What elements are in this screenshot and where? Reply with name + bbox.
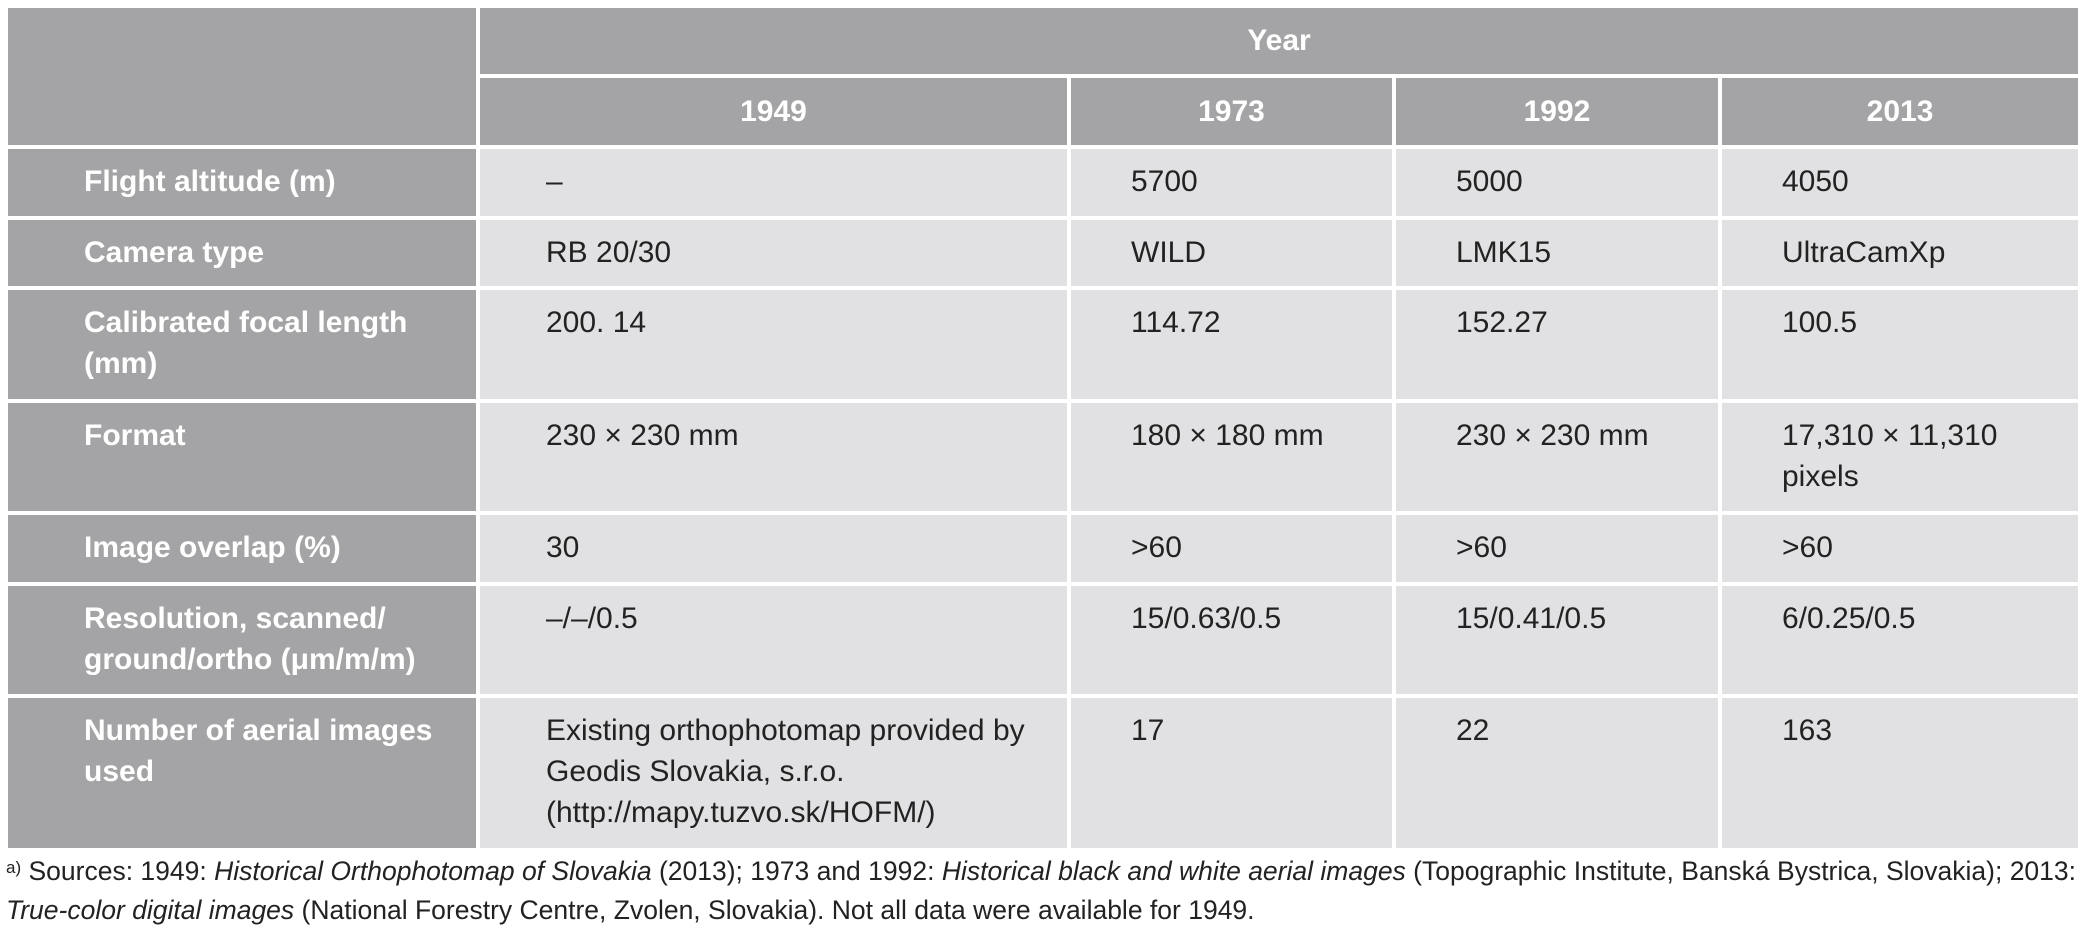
footnote-text: (2013); 1973 and 1992: — [651, 856, 942, 886]
header-corner — [4, 4, 480, 149]
table-cell: 163 — [1717, 694, 2080, 852]
year-header: 1973 — [1067, 74, 1396, 149]
row-label: Calibrated focal length (mm) — [4, 286, 480, 403]
table-cell: LMK15 — [1392, 216, 1722, 290]
table-cell: WILD — [1067, 216, 1396, 290]
table-cell: 15/0.41/0.5 — [1392, 582, 1722, 698]
table-cell: –/–/0.5 — [476, 582, 1071, 698]
footnote-text: Sources: 1949: — [21, 856, 215, 886]
year-header: 1992 — [1392, 74, 1722, 149]
footnote-text: (Topographic Institute, Banská Bystrica,… — [1405, 856, 2077, 886]
table-cell: 15/0.63/0.5 — [1067, 582, 1396, 698]
table-row: Image overlap (%) 30 >60 >60 >60 — [4, 511, 2080, 586]
table-cell: 230 × 230 mm — [1392, 399, 1722, 515]
table-cell: 5700 — [1067, 145, 1396, 220]
row-label: Number of aerial images used — [4, 694, 480, 852]
table-cell: 200. 14 — [476, 286, 1071, 403]
table-cell: >60 — [1392, 511, 1722, 586]
table-cell: – — [476, 145, 1071, 220]
table-cell: 4050 — [1717, 145, 2080, 220]
table-cell: UltraCamXp — [1717, 216, 2080, 290]
footnote: a) Sources: 1949: Historical Orthophotom… — [6, 852, 2076, 930]
footnote-title: Historical Orthophotomap of Slovakia — [214, 856, 652, 886]
table-cell: 30 — [476, 511, 1071, 586]
table-cell: 5000 — [1392, 145, 1722, 220]
footnote-title: True-color digital images — [6, 895, 295, 925]
table-cell: 6/0.25/0.5 — [1717, 582, 2080, 698]
table-row: Calibrated focal length (mm) 200. 14 114… — [4, 286, 2080, 403]
table-row: Format 230 × 230 mm 180 × 180 mm 230 × 2… — [4, 399, 2080, 515]
table-cell: 114.72 — [1067, 286, 1396, 403]
table-row: Flight altitude (m) – 5700 5000 4050 — [4, 145, 2080, 220]
footnote-text: (National Forestry Centre, Zvolen, Slova… — [294, 895, 1255, 925]
footnote-title: Historical black and white aerial images — [941, 856, 1406, 886]
row-label: Format — [4, 399, 480, 515]
table-cell: 180 × 180 mm — [1067, 399, 1396, 515]
row-label: Flight altitude (m) — [4, 145, 480, 220]
table-row: Camera type RB 20/30 WILD LMK15 UltraCam… — [4, 216, 2080, 290]
table-cell: 100.5 — [1717, 286, 2080, 403]
table-cell: Existing orthophotomap provided by Geodi… — [476, 694, 1071, 852]
table-cell: 22 — [1392, 694, 1722, 852]
table-cell: >60 — [1717, 511, 2080, 586]
year-group-header: Year — [475, 4, 2080, 78]
data-table: Year 1949 1973 1992 2013 Flight altitude… — [4, 4, 2080, 852]
table-row: Number of aerial images used Existing or… — [4, 694, 2080, 852]
table-cell: 17 — [1067, 694, 1396, 852]
row-label: Image overlap (%) — [4, 511, 480, 586]
table-cell: >60 — [1067, 511, 1396, 586]
year-header: 1949 — [476, 74, 1071, 149]
table-row: Resolution, scanned/ ground/ortho (μm/m/… — [4, 582, 2080, 698]
table-cell: 152.27 — [1392, 286, 1722, 403]
table-cell: 230 × 230 mm — [476, 399, 1071, 515]
table-cell: 17,310 × 11,310 pixels — [1717, 399, 2080, 515]
row-label: Camera type — [4, 216, 480, 290]
row-label: Resolution, scanned/ ground/ortho (μm/m/… — [4, 582, 480, 698]
table-cell: RB 20/30 — [476, 216, 1071, 290]
footnote-marker: a) — [6, 858, 22, 877]
year-header: 2013 — [1717, 74, 2080, 149]
